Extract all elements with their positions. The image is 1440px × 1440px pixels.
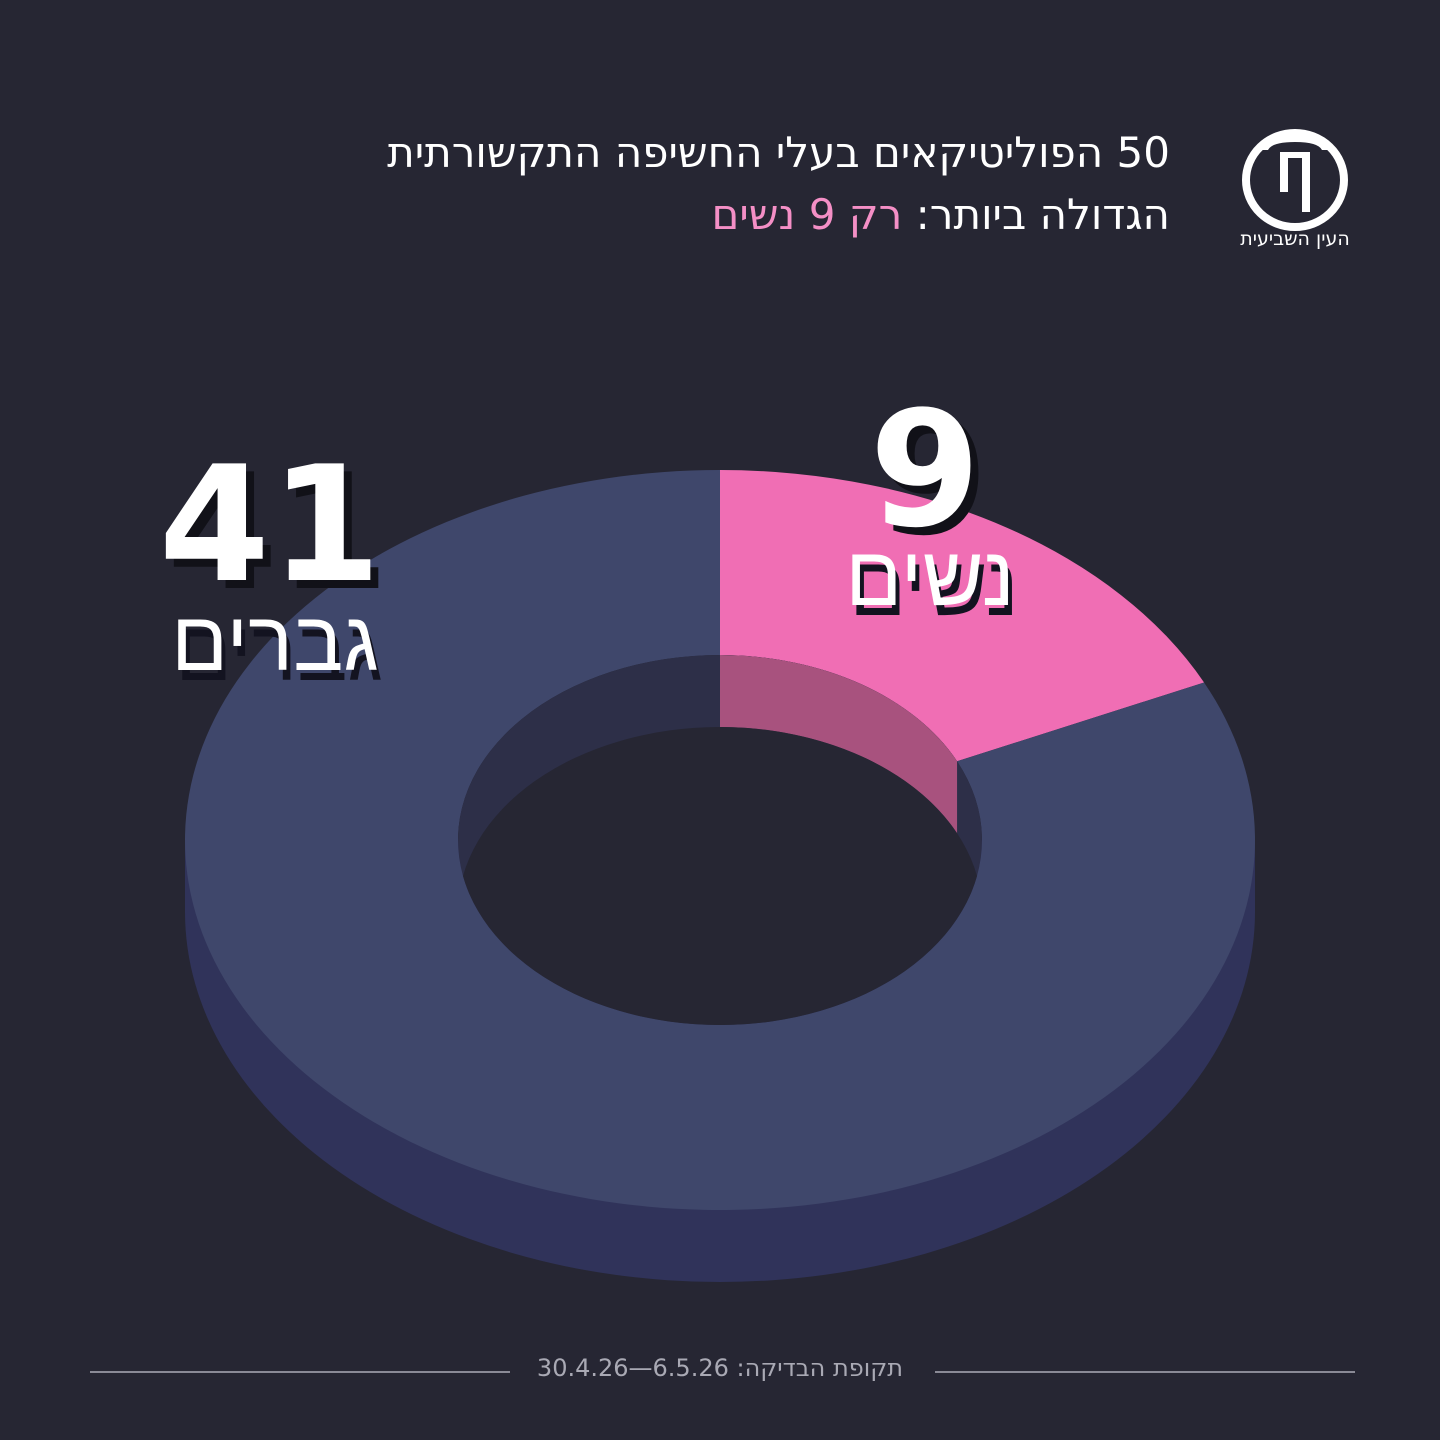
donut-slice	[185, 470, 1255, 1210]
title-line: 50 הפוליטיקאים בעלי החשיפה התקשורתית	[387, 128, 1170, 177]
donut-slice	[720, 470, 1205, 762]
logo-mark	[1242, 129, 1348, 231]
title-line: הגדולה ביותר: רק 9 נשים	[387, 184, 1171, 246]
category-label: גברים	[171, 592, 379, 690]
title-line: הגדולה ביותר:	[915, 190, 1170, 239]
footer: תקופת הבדיקה: 6.5.26—30.4.26	[536, 1354, 904, 1382]
logo-text: העין השביעית	[1240, 228, 1350, 250]
category-label: נשים	[845, 527, 1014, 625]
title-highlight: רק 9 נשים	[711, 190, 903, 239]
value-label: 9	[869, 376, 980, 563]
inner-wall	[720, 655, 958, 834]
value-label: 41	[159, 431, 382, 618]
chart-title: 50 הפוליטיקאים בעלי החשיפה התקשורתית הגד…	[387, 122, 1170, 246]
